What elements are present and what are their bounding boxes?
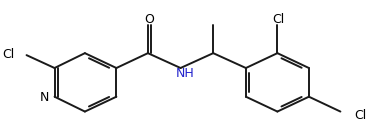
Text: Cl: Cl <box>354 109 367 122</box>
Text: Cl: Cl <box>3 48 15 61</box>
Text: O: O <box>144 13 154 26</box>
Text: NH: NH <box>176 67 195 80</box>
Text: N: N <box>39 91 49 104</box>
Text: Cl: Cl <box>272 13 285 26</box>
